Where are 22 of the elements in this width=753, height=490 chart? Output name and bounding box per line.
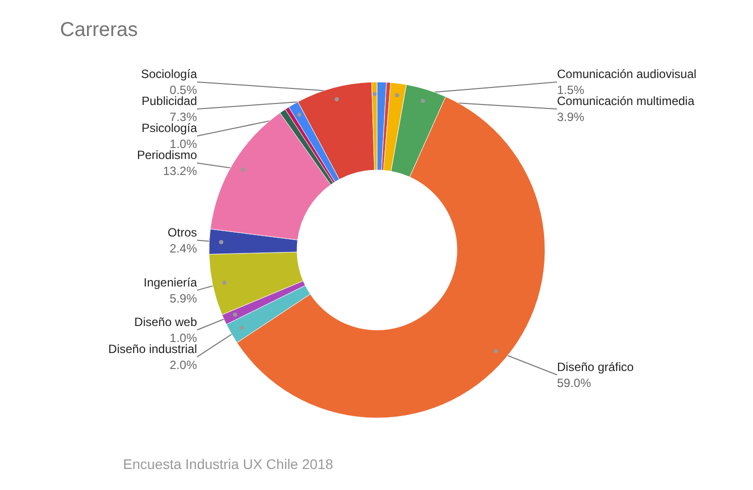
data-label: 1.5% [557,83,585,97]
data-label: 0.5% [170,83,198,97]
data-label: 13.2% [162,164,198,178]
data-label: 59.0% [557,376,592,390]
slice-label: Ingeniería [144,275,198,290]
slice-label: Diseño gráfico [557,360,634,374]
data-label: 5.9% [170,291,198,306]
slice-label: Periodismo [136,148,198,162]
slice-label: Diseño web [134,314,198,329]
text: Encuesta Industria UX Chile 2018 [123,456,334,472]
data-label: 2.0% [170,358,198,372]
data-label: 3.9% [557,110,585,124]
data-label: 7.3% [170,110,198,124]
data-label: 1.0% [170,137,198,151]
slice-label: Comunicación multimedia [557,94,695,108]
slice-label: Sociología [140,67,198,81]
slice-label: Comunicación audiovisual [557,67,696,81]
slice-label: Publicidad [142,94,197,108]
chart-title: Carreras [60,19,138,41]
slice-label: Otros [168,225,197,240]
data-label: 2.4% [170,241,198,256]
slice-label: Psicología [142,121,198,135]
